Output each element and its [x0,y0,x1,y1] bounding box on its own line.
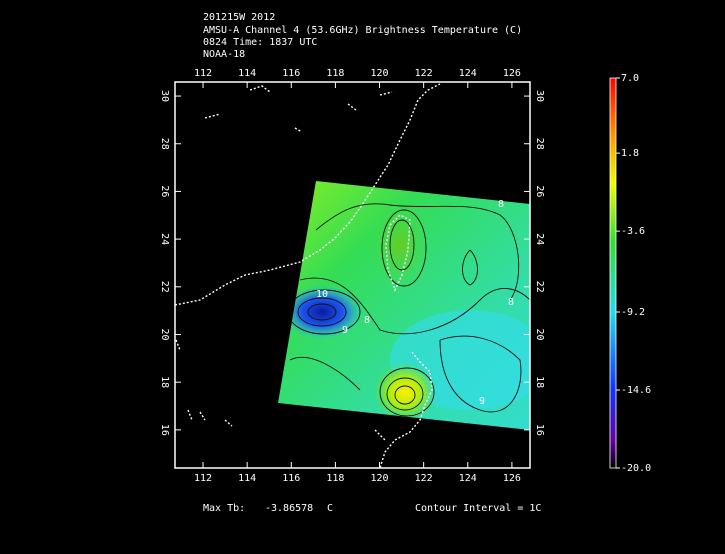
lon-label: 112 [194,473,212,484]
lon-label: 114 [238,68,256,79]
header-line: AMSU-A Channel 4 (53.6GHz) Brightness Te… [203,25,522,36]
colorbar-label: -9.2 [621,307,645,318]
lon-label: 120 [370,473,388,484]
lat-label: 30 [534,90,545,102]
header-line: NOAA-18 [203,49,245,60]
lon-label: 126 [503,473,521,484]
lon-label: 126 [503,68,521,79]
lat-label: 18 [534,376,545,388]
colorbar-label: 1.8 [621,148,639,159]
warm-area [370,200,430,290]
contour-label: 8 [498,199,504,210]
lat-label: 28 [534,138,545,150]
header-line: 0824 Time: 1837 UTC [203,37,317,48]
max-value: -3.86578 [265,503,313,514]
colorbar [609,77,617,469]
lat-label: 16 [159,424,170,436]
lat-label: 20 [159,328,170,340]
lat-label: 16 [534,424,545,436]
map-frame [174,81,531,469]
header: 201215W 2012 AMSU-A Channel 4 (53.6GHz) … [203,12,522,60]
lon-label: 122 [415,68,433,79]
warm-core [373,362,437,422]
contour-label: 10 [316,289,328,300]
colorbar-label: -3.6 [621,226,645,237]
lat-label: 22 [534,281,545,293]
footer: Max Tb: -3.86578 C Contour Interval = 1C [203,503,541,514]
lon-label: 116 [282,68,300,79]
contour-label: 8 [508,297,514,308]
lat-label: 26 [159,185,170,197]
lon-label: 116 [282,473,300,484]
lon-label: 114 [238,473,256,484]
contour-label: 9 [479,396,485,407]
colorbar-label: -14.6 [621,385,651,396]
contour-label: 8 [364,315,370,326]
contour-interval: Contour Interval = 1C [415,503,541,514]
header-line: 201215W 2012 [203,12,275,23]
lon-label: 124 [459,68,477,79]
coastlines [174,83,441,469]
lon-label: 112 [194,68,212,79]
lon-label: 124 [459,473,477,484]
lat-label: 18 [159,376,170,388]
max-label: Max Tb: [203,503,245,514]
cold-core [280,284,364,340]
lat-label: 26 [534,185,545,197]
lat-label: 30 [159,90,170,102]
lon-label: 120 [370,68,388,79]
lon-label: 122 [415,473,433,484]
lon-label: 118 [326,473,344,484]
lat-label: 22 [159,281,170,293]
map-area: 8 10 9 8 9 8 [174,81,531,469]
lat-label: 24 [534,233,545,245]
colorbar-label: -20.0 [621,463,651,474]
lat-label: 28 [159,138,170,150]
colorbar-label: 7.0 [621,73,639,84]
lat-label: 24 [159,233,170,245]
max-unit: C [327,503,333,514]
lat-label: 20 [534,328,545,340]
contour-label: 9 [342,325,348,336]
lon-label: 118 [326,68,344,79]
swath-features [280,200,530,422]
